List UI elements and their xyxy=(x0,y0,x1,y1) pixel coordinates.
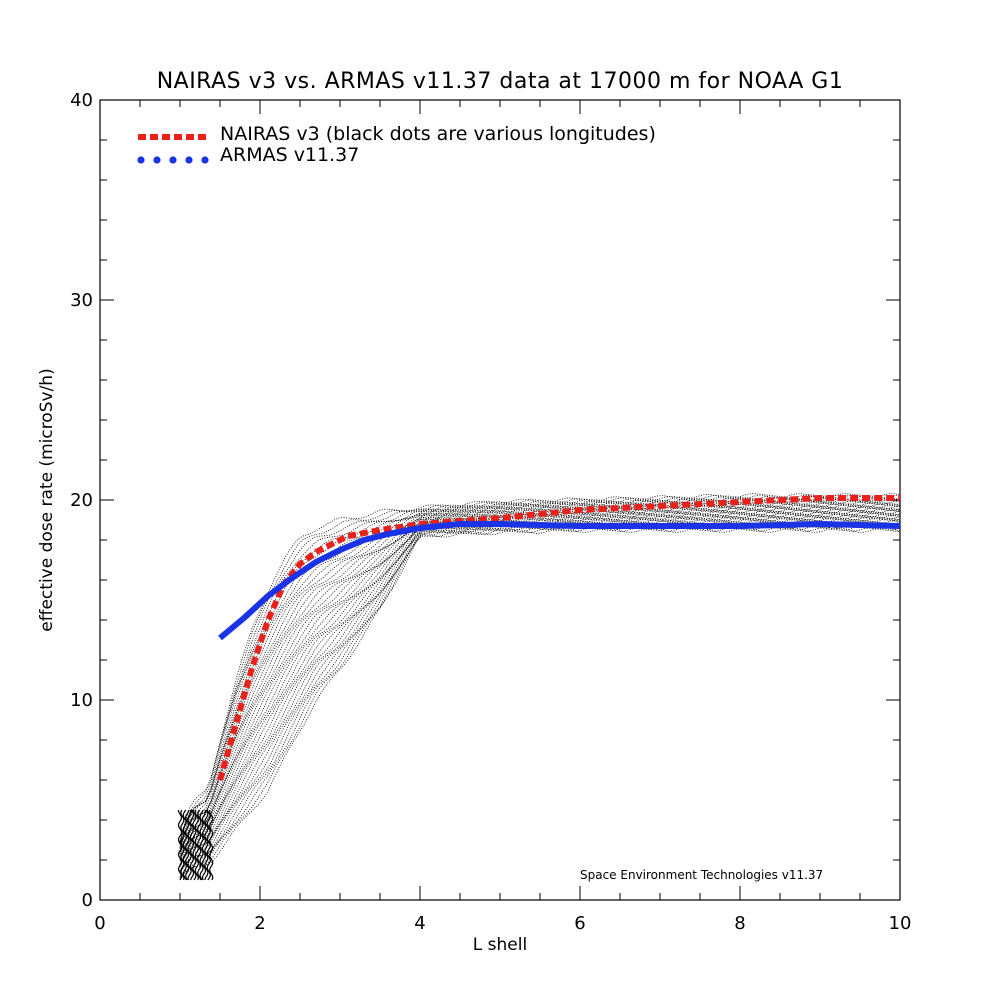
y-tick-label: 40 xyxy=(70,90,93,111)
legend-dot xyxy=(201,156,209,164)
series-line-nairas xyxy=(217,495,900,781)
x-tick-label: 2 xyxy=(254,913,265,934)
longitude-trace xyxy=(201,809,207,881)
longitude-trace xyxy=(179,507,901,859)
longitude-trace xyxy=(179,493,901,843)
longitude-trace xyxy=(179,513,901,867)
longitude-trace xyxy=(179,521,901,871)
legend-dot xyxy=(137,156,145,164)
longitude-trace xyxy=(179,511,901,861)
longitude-trace xyxy=(179,502,901,852)
longitude-trace xyxy=(199,809,204,881)
y-tick-label: 10 xyxy=(70,690,93,711)
y-tick-label: 30 xyxy=(70,290,93,311)
axis-ticks: 0 2 4 6 8 10 0 10 20 30 40 xyxy=(70,90,911,934)
longitude-trace xyxy=(179,515,901,865)
legend-dot xyxy=(169,156,177,164)
longitude-trace xyxy=(180,809,185,881)
longitude-trace xyxy=(179,508,901,861)
longitude-trace xyxy=(179,516,901,868)
longitude-trace xyxy=(179,519,901,871)
longitude-trace xyxy=(187,809,192,881)
longitude-trace xyxy=(179,496,901,842)
legend-label-nairas: NAIRAS v3 (black dots are various longit… xyxy=(220,123,656,145)
legend-label-armas: ARMAS v11.37 xyxy=(220,144,359,166)
longitude-trace xyxy=(177,809,183,881)
longitude-trace xyxy=(179,495,901,842)
y-tick-label: 0 xyxy=(82,890,93,911)
y-tick-label: 20 xyxy=(70,490,93,511)
credit-text: Space Environment Technologies v11.37 xyxy=(580,868,823,882)
longitude-trace xyxy=(179,504,901,855)
series-line-armas xyxy=(218,521,901,641)
longitude-trace xyxy=(179,514,901,866)
longitude-trace xyxy=(196,809,202,881)
longitude-trace xyxy=(206,809,212,881)
longitude-trace xyxy=(204,809,209,881)
longitude-trace xyxy=(194,809,200,881)
x-tick-label: 8 xyxy=(734,913,745,934)
longitude-trace xyxy=(179,509,901,860)
longitude-trace xyxy=(179,505,901,853)
x-axis-label: L shell xyxy=(473,935,527,955)
longitude-trace xyxy=(179,503,901,855)
longitude-trace xyxy=(179,526,900,877)
longitude-trace xyxy=(179,512,901,865)
longitude-trace xyxy=(179,497,901,845)
legend-dot xyxy=(153,156,161,164)
longitude-scatter xyxy=(177,493,901,881)
longitude-trace xyxy=(179,527,901,881)
chart-title: NAIRAS v3 vs. ARMAS v11.37 data at 17000… xyxy=(157,69,844,94)
longitude-trace xyxy=(179,510,901,859)
y-axis-label: effective dose rate (microSv/h) xyxy=(37,368,57,631)
longitude-trace xyxy=(179,518,901,873)
data-series xyxy=(217,495,901,781)
longitude-trace xyxy=(208,809,214,881)
longitude-trace xyxy=(179,524,901,879)
longitude-trace xyxy=(179,517,901,872)
longitude-trace xyxy=(182,809,188,881)
legend-dot xyxy=(185,156,193,164)
legend-swatch-armas xyxy=(137,156,209,164)
x-tick-label: 10 xyxy=(889,913,912,934)
longitude-trace xyxy=(179,506,901,855)
legend: NAIRAS v3 (black dots are various longit… xyxy=(137,123,656,166)
longitude-trace xyxy=(179,523,901,878)
x-tick-label: 0 xyxy=(94,913,105,934)
longitude-trace xyxy=(179,501,901,848)
longitude-trace xyxy=(192,809,197,881)
longitude-trace xyxy=(189,809,195,881)
longitude-trace xyxy=(184,809,190,881)
longitude-trace xyxy=(179,494,901,844)
x-tick-label: 4 xyxy=(414,913,425,934)
longitude-trace xyxy=(179,499,901,849)
x-tick-label: 6 xyxy=(574,913,585,934)
longitude-trace xyxy=(179,522,901,874)
